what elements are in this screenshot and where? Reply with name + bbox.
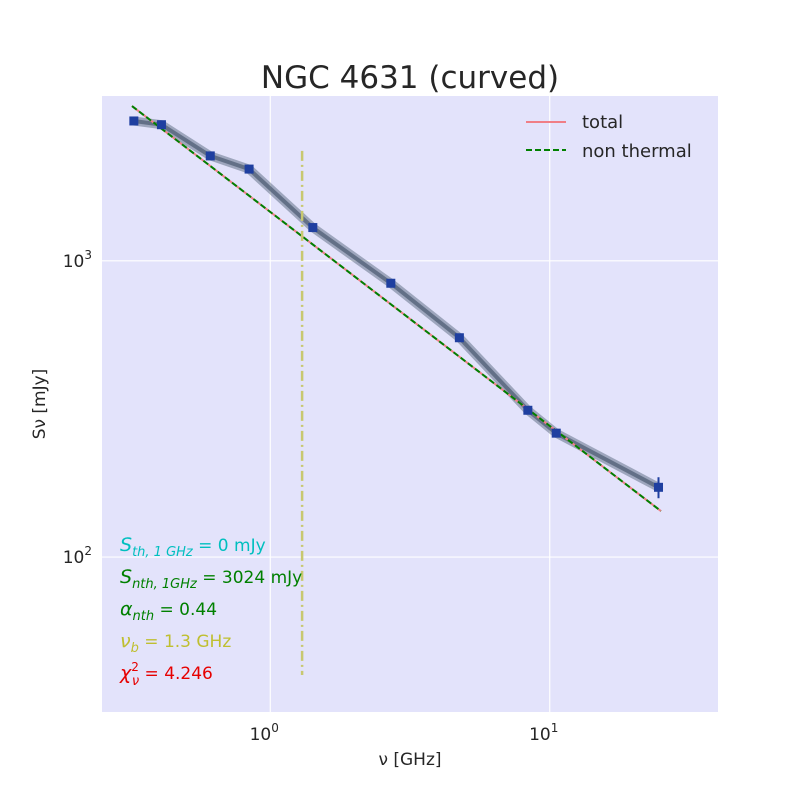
chart-title: NGC 4631 (curved) <box>261 60 559 96</box>
annotation-nu_b: νb = 1.3 GHz <box>120 630 231 656</box>
x-axis-label: ν [GHz] <box>378 750 441 770</box>
data-point <box>129 116 139 126</box>
annotation-alpha: αnth = 0.44 <box>120 598 217 624</box>
data-point <box>244 164 254 174</box>
model-lines <box>131 105 662 512</box>
legend-total-label: total <box>582 112 623 133</box>
data-point <box>386 278 396 288</box>
nonthermal-line <box>131 105 662 512</box>
x-tick-label: 100 <box>250 721 279 745</box>
data-point <box>205 151 215 161</box>
annotation-s_th: Sth, 1 GHz = 0 mJy <box>120 534 266 560</box>
x-tick-label: 101 <box>529 721 558 745</box>
plot-area <box>102 96 718 712</box>
y-axis-label: Sν [mJy] <box>30 369 50 440</box>
data-point <box>156 120 166 130</box>
data-point <box>654 482 664 492</box>
grid <box>102 96 718 712</box>
data-point <box>523 405 533 415</box>
model-band-inner <box>133 119 660 490</box>
y-tick-label: 103 <box>63 248 92 272</box>
data-point <box>454 333 464 343</box>
y-tick-label: 102 <box>63 544 92 568</box>
data-points <box>129 116 664 499</box>
data-point <box>308 223 318 233</box>
legend-nonthermal-label: non thermal <box>582 141 692 162</box>
data-point <box>551 428 561 438</box>
model-band <box>133 116 661 492</box>
legend: total non thermal <box>526 112 692 162</box>
annotation-s_nth: Snth, 1GHz = 3024 mJy <box>120 566 302 592</box>
fit-annotations: Sth, 1 GHz = 0 mJy Snth, 1GHz = 3024 mJy α… <box>119 534 302 689</box>
tick-labels: 100 101 102 103 <box>63 248 559 745</box>
annotation-chi: χ2 ν = 4.246 <box>119 660 213 689</box>
